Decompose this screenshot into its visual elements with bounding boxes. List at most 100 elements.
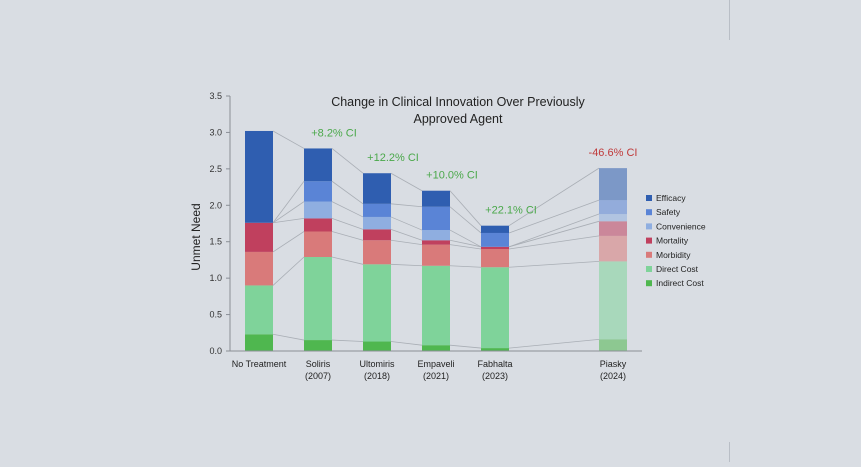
y-tick-label: 3.5 <box>209 91 222 101</box>
y-tick-label: 3.0 <box>209 127 222 137</box>
bar-segment-convenience <box>363 216 391 230</box>
connector-line <box>390 216 423 231</box>
connector-line <box>272 256 305 286</box>
bar-segment-indirect-cost <box>481 348 509 351</box>
bar-segment-efficacy <box>599 168 627 201</box>
x-tick-label: Piasky <box>600 359 627 369</box>
bar-segment-efficacy <box>363 173 391 204</box>
connector-line <box>449 244 482 250</box>
bar-segment-convenience <box>304 201 332 219</box>
connector-line <box>272 181 305 224</box>
connector-line <box>508 235 600 250</box>
bar-segment-indirect-cost <box>599 339 627 351</box>
connector-line <box>449 190 482 226</box>
bar-segment-safety <box>363 203 391 217</box>
chart-title-line-2: Approved Agent <box>414 112 503 126</box>
bar-segment-direct-cost <box>422 265 450 346</box>
connector-line <box>331 256 364 265</box>
x-tick-label-year: (2023) <box>482 371 508 381</box>
connector-lines <box>272 130 600 349</box>
bar-segment-direct-cost <box>304 257 332 341</box>
bar-segment-direct-cost <box>245 285 273 335</box>
legend-label: Indirect Cost <box>656 278 704 288</box>
legend-label: Convenience <box>656 221 706 231</box>
connector-line <box>331 231 364 241</box>
connector-line <box>449 265 482 268</box>
x-tick-label: No Treatment <box>232 359 287 369</box>
bar-segment-mortality <box>304 218 332 232</box>
legend-swatch <box>646 209 652 216</box>
connector-line <box>331 180 364 205</box>
connector-line <box>449 206 482 234</box>
legend-swatch <box>646 266 652 272</box>
bar-segment-efficacy <box>304 148 332 182</box>
x-tick-label-year: (2021) <box>423 371 449 381</box>
bar-segment-direct-cost <box>481 267 509 349</box>
connector-line <box>390 228 423 241</box>
legend: Efficacy Safety Convenience Mortality Morbid… <box>646 193 706 288</box>
bar-segment-morbidity <box>422 244 450 266</box>
legend-swatch <box>646 223 652 230</box>
x-tick-label: Empaveli <box>417 359 454 369</box>
connector-line <box>449 239 482 248</box>
bar-segment-efficacy <box>422 190 450 207</box>
y-tick-label: 1.0 <box>209 273 222 283</box>
connector-line <box>508 199 600 234</box>
connector-line <box>508 220 600 248</box>
connector-line <box>508 167 600 227</box>
y-tick-label: 0.0 <box>209 346 222 356</box>
bar-segment-morbidity <box>481 249 509 268</box>
bar-segment-convenience <box>599 214 627 222</box>
legend-swatch <box>646 251 652 258</box>
x-tick-label-year: (2018) <box>364 371 390 381</box>
legend-label: Mortality <box>656 236 689 246</box>
y-tick-label: 2.0 <box>209 200 222 210</box>
connector-line <box>449 229 482 248</box>
x-axis: No Treatment Soliris (2007) Ultomiris (2018)… <box>230 350 642 381</box>
connector-line <box>508 338 600 349</box>
connector-line <box>272 333 305 341</box>
bar-segment-morbidity <box>245 251 273 286</box>
connector-line <box>331 218 364 230</box>
ci-annotation: +8.2% CI <box>311 127 357 139</box>
connector-line <box>508 260 600 268</box>
y-tick-label: 0.5 <box>209 310 222 320</box>
legend-swatch <box>646 195 652 201</box>
y-axis: 0.0 0.5 1.0 1.5 2.0 2.5 3.0 3.5 <box>209 91 231 356</box>
y-tick-label: 2.5 <box>209 164 222 174</box>
bar-segment-safety <box>481 232 509 247</box>
bar-segment-indirect-cost <box>363 341 391 351</box>
x-tick-label: Fabhalta <box>477 359 512 369</box>
connector-line <box>390 263 423 267</box>
bar-segment-safety <box>304 181 332 202</box>
chart-title-line-1: Change in Clinical Innovation Over Previ… <box>331 95 585 109</box>
connector-line <box>449 344 482 349</box>
bar-segment-indirect-cost <box>422 345 450 351</box>
bars-group <box>245 130 627 351</box>
bar-segment-mortality <box>363 229 391 241</box>
x-tick-label: Soliris <box>306 359 331 369</box>
annotations-group: +8.2% CI +12.2% CI +10.0% CI +22.1% CI -46.6… <box>311 127 637 216</box>
ci-annotation: +12.2% CI <box>367 152 419 164</box>
connector-line <box>390 239 423 246</box>
legend-label: Safety <box>656 207 681 217</box>
slide-edge-line-bottom <box>729 442 730 462</box>
bar-segment-morbidity <box>599 235 627 262</box>
legend-label: Efficacy <box>656 193 686 203</box>
bar-segment-mortality <box>422 240 450 245</box>
bar-segment-direct-cost <box>599 261 627 340</box>
bar-segment-mortality <box>599 221 627 236</box>
ci-annotation: +10.0% CI <box>426 170 478 182</box>
bar-segment-safety <box>599 200 627 215</box>
bar-segment-mortality <box>481 246 509 249</box>
connector-line <box>272 218 305 224</box>
x-tick-label: Ultomiris <box>360 359 395 369</box>
bar-segment-morbidity <box>304 231 332 258</box>
connector-line <box>331 339 364 342</box>
x-tick-label-year: (2007) <box>305 371 331 381</box>
bar-segment-indirect-cost <box>304 340 332 351</box>
legend-swatch <box>646 280 652 287</box>
x-tick-label-year: (2024) <box>600 371 626 381</box>
bar-segment-morbidity <box>363 240 391 265</box>
